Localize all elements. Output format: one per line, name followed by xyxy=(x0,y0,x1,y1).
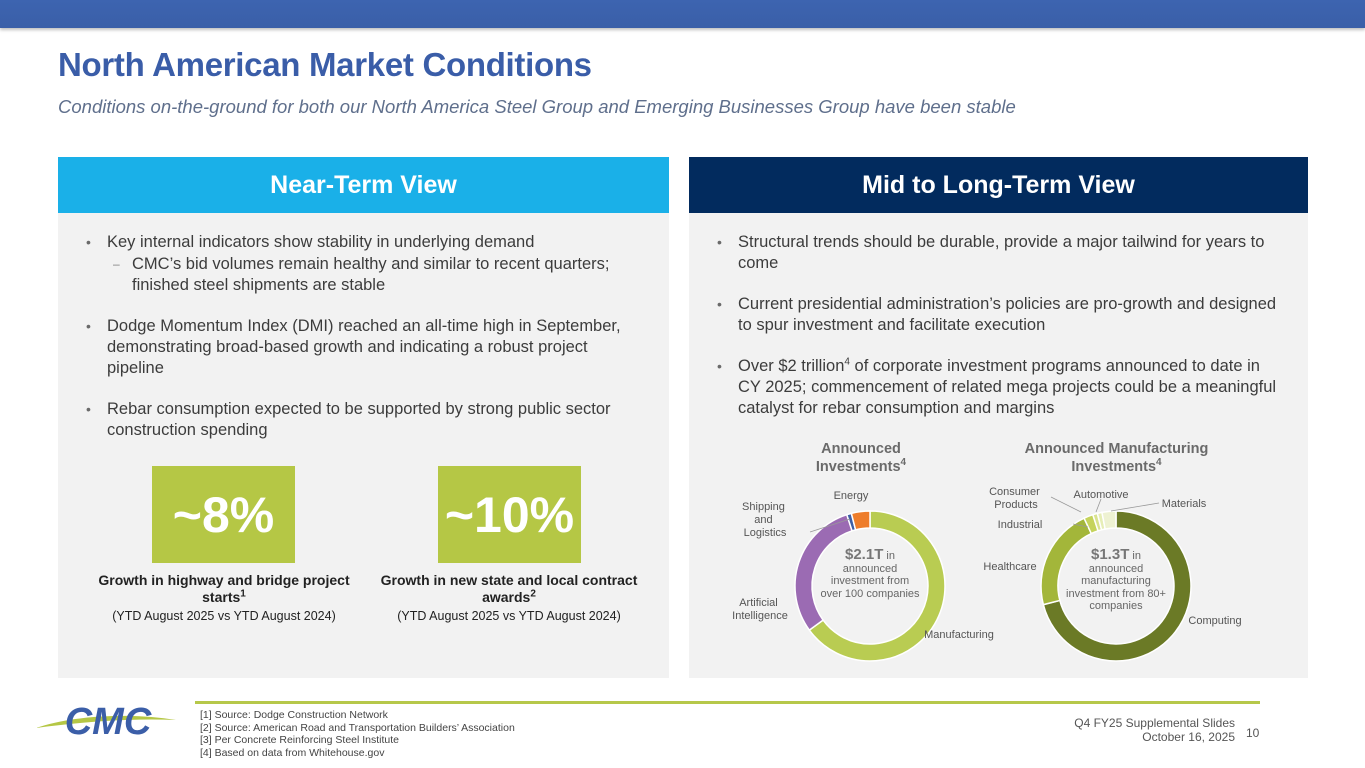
slice-label-ai: Artificial Intelligence xyxy=(732,597,788,622)
leader-shipping xyxy=(809,518,851,533)
near-term-heading: Near-Term View xyxy=(58,157,669,213)
slice-label-consumer-line-1: Consumer xyxy=(989,486,1040,498)
leader-consumer xyxy=(1050,496,1082,513)
near-term-sub-bullet: CMC’s bid volumes remain healthy and sim… xyxy=(111,254,646,296)
mid-long-panel: Mid to Long-Term View Structural trends … xyxy=(689,157,1308,678)
near-term-bullets: Key internal indicators show stability i… xyxy=(86,232,646,461)
footnotes: [1] Source: Dodge Construction Network [… xyxy=(200,709,515,759)
top-banner xyxy=(0,0,1365,28)
slice-label-computing: Computing xyxy=(1188,615,1241,627)
stat-highway-note: (YTD August 2025 vs YTD August 2024) xyxy=(112,609,336,623)
slice-label-shipping-line-3: Logistics xyxy=(744,527,787,539)
donut-slice-materials xyxy=(1101,510,1117,530)
stat-contracts-note: (YTD August 2025 vs YTD August 2024) xyxy=(397,609,621,623)
slice-label-shipping: Shipping and Logistics xyxy=(742,501,788,539)
footnote-4: [4] Based on data from Whitehouse.gov xyxy=(200,746,385,759)
deck-info: Q4 FY25 Supplemental Slides October 16, … xyxy=(1074,716,1235,744)
page-number: 10 xyxy=(1246,726,1260,740)
leader-industrial xyxy=(1072,523,1089,528)
slice-label-manufacturing: Manufacturing xyxy=(924,629,994,641)
stat-highway-value: ~8% xyxy=(152,466,295,563)
mid-long-bullet-3: Over $2 trillion4 of corporate investmen… xyxy=(717,356,1287,419)
slice-label-ai-line-2: Intelligence xyxy=(732,610,788,622)
deck-name: Q4 FY25 Supplemental Slides xyxy=(1074,716,1235,730)
slice-label-consumer: Consumer Products xyxy=(989,486,1043,511)
slice-label-healthcare: Healthcare xyxy=(983,561,1036,573)
near-term-bullet-1: Key internal indicators show stability i… xyxy=(86,232,646,253)
chart-2-center: $1.3T in announced manufacturing investm… xyxy=(1066,546,1166,612)
slice-label-ai-line-1: Artificial xyxy=(739,597,778,609)
footnote-1: [1] Source: Dodge Construction Network xyxy=(200,709,388,721)
slice-label-materials: Materials xyxy=(1162,498,1207,510)
chart-1-title: Announced Investments4 xyxy=(815,441,907,475)
slice-label-automotive: Automotive xyxy=(1073,489,1128,501)
leader-automotive xyxy=(1095,498,1102,513)
donut-charts: Manufacturing Artificial Intelligence Sh… xyxy=(732,486,1242,662)
logo-wordmark: CMC xyxy=(65,701,152,743)
donut-slice-computing xyxy=(1042,510,1192,662)
leader-materials xyxy=(1110,502,1160,512)
stat-highway-caption: Growth in highway and bridge project sta… xyxy=(98,572,350,605)
page-subtitle: Conditions on-the-ground for both our No… xyxy=(58,96,1016,117)
deck-date: October 16, 2025 xyxy=(1142,730,1235,744)
slice-label-consumer-line-2: Products xyxy=(994,499,1038,511)
footnote-3: [3] Per Concrete Reinforcing Steel Insti… xyxy=(200,734,400,746)
slice-label-energy: Energy xyxy=(834,490,869,502)
stat-contracts-value: ~10% xyxy=(438,466,581,563)
stat-contracts-caption: Growth in new state and local contract a… xyxy=(380,572,638,605)
near-term-bullet-3: Rebar consumption expected to be support… xyxy=(86,399,646,441)
chart-1-center: $2.1T in announced investment from over … xyxy=(820,546,920,600)
mid-long-heading: Mid to Long-Term View xyxy=(689,157,1308,213)
donut-slice-energy xyxy=(850,510,871,531)
near-term-panel: Near-Term View Key internal indicators s… xyxy=(58,157,669,678)
page-title: North American Market Conditions xyxy=(58,46,592,83)
donut-slice-labels: Manufacturing Artificial Intelligence Sh… xyxy=(732,486,1241,641)
slice-label-industrial: Industrial xyxy=(998,519,1043,531)
cmc-logo: CMC xyxy=(36,701,176,743)
mid-long-bullet-1: Structural trends should be durable, pro… xyxy=(717,232,1287,274)
donut-chart-investments xyxy=(794,510,946,662)
footer-divider xyxy=(195,701,1260,704)
mid-long-bullet-2: Current presidential administration’s po… xyxy=(717,294,1287,336)
footnote-2: [2] Source: American Road and Transporta… xyxy=(200,721,515,734)
slice-label-shipping-line-2: and xyxy=(754,514,772,526)
chart-2-title: Announced Manufacturing Investments4 xyxy=(1024,441,1209,475)
donut-slice-manufacturing xyxy=(808,510,946,662)
near-term-bullet-2: Dodge Momentum Index (DMI) reached an al… xyxy=(86,316,646,379)
mid-long-bullets: Structural trends should be durable, pro… xyxy=(717,232,1287,439)
slice-label-shipping-line-1: Shipping xyxy=(742,501,785,513)
donut-chart-manufacturing xyxy=(1040,510,1192,662)
